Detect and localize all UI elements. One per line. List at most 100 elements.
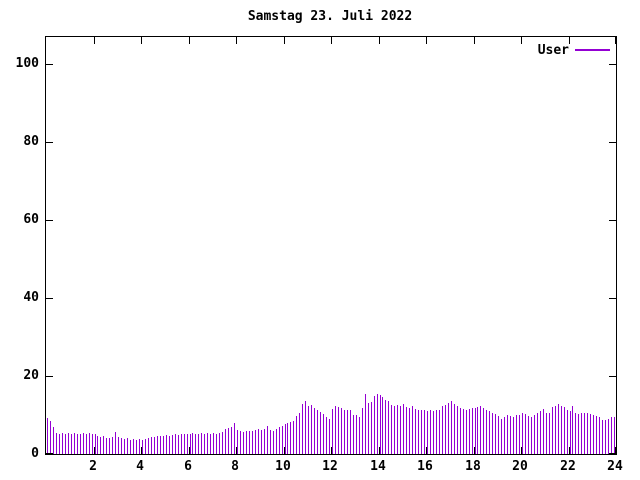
bar (347, 410, 348, 454)
y-tick (609, 64, 616, 65)
bar (495, 414, 496, 454)
y-tick-label: 40 (23, 290, 39, 305)
bar (534, 415, 535, 454)
bar (83, 433, 84, 454)
bar (537, 413, 538, 454)
x-tick (474, 37, 475, 44)
bar (228, 428, 229, 454)
bar (614, 417, 615, 454)
bar (412, 406, 413, 454)
bar (160, 436, 161, 454)
y-tick (46, 64, 53, 65)
bar (350, 410, 351, 454)
bar (421, 410, 422, 454)
bar (329, 419, 330, 454)
bar (391, 405, 392, 454)
bar (231, 427, 232, 454)
bar (175, 434, 176, 454)
y-tick (46, 220, 53, 221)
bar (480, 406, 481, 454)
bar (243, 432, 244, 454)
bar (486, 410, 487, 454)
x-tick (189, 447, 190, 454)
bar (190, 434, 191, 454)
x-tick (521, 447, 522, 454)
bar (299, 413, 300, 454)
legend-user-line-sample (575, 49, 610, 51)
bar (100, 437, 101, 454)
bar (501, 419, 502, 454)
bar (240, 431, 241, 454)
bar (47, 418, 48, 454)
x-tick (615, 37, 616, 44)
bar (596, 416, 597, 454)
x-tick (236, 447, 237, 454)
bar (510, 416, 511, 454)
x-tick (331, 447, 332, 454)
bar (267, 426, 268, 454)
bar (59, 434, 60, 454)
x-tick (521, 37, 522, 44)
bar (305, 401, 306, 454)
bar (546, 413, 547, 454)
bar (388, 401, 389, 454)
bar (237, 430, 238, 454)
x-tick (569, 447, 570, 454)
bar (56, 433, 57, 454)
bar (172, 435, 173, 454)
bar (436, 410, 437, 454)
bar (430, 410, 431, 454)
bar (261, 430, 262, 454)
chart-title: Samstag 23. Juli 2022 (247, 9, 413, 24)
bar (65, 434, 66, 454)
bar (195, 434, 196, 454)
bar (115, 432, 116, 454)
bar (95, 434, 96, 454)
bar (279, 427, 280, 454)
plot-area (45, 36, 617, 455)
bar (356, 415, 357, 454)
bar (371, 402, 372, 454)
bar (124, 439, 125, 454)
bar (97, 436, 98, 454)
x-tick-label: 10 (275, 459, 291, 474)
bar (207, 433, 208, 454)
y-tick-label: 20 (23, 368, 39, 383)
bar (285, 424, 286, 454)
bar (552, 407, 553, 454)
bar (454, 404, 455, 454)
bar (136, 440, 137, 454)
bar (353, 415, 354, 454)
y-tick (609, 298, 616, 299)
bar (273, 431, 274, 454)
y-tick-label: 0 (31, 446, 39, 461)
bar (397, 405, 398, 454)
bar (86, 434, 87, 454)
bar (163, 436, 164, 454)
bar (418, 410, 419, 454)
bar (341, 408, 342, 454)
bar (234, 423, 235, 454)
bar (531, 417, 532, 454)
bar (50, 421, 51, 454)
bar (525, 414, 526, 454)
bar (409, 408, 410, 454)
bar (427, 411, 428, 454)
bar (109, 438, 110, 454)
bar (555, 406, 556, 454)
y-tick (46, 298, 53, 299)
y-tick (609, 376, 616, 377)
bar (572, 406, 573, 454)
x-tick (94, 447, 95, 454)
bar (148, 438, 149, 454)
bar (469, 409, 470, 454)
bar (216, 434, 217, 454)
x-tick (569, 37, 570, 44)
x-tick (379, 447, 380, 454)
x-tick (284, 37, 285, 44)
bar (575, 413, 576, 454)
bar (249, 431, 250, 454)
x-tick-label: 22 (560, 459, 576, 474)
bar (472, 408, 473, 454)
x-tick (426, 447, 427, 454)
